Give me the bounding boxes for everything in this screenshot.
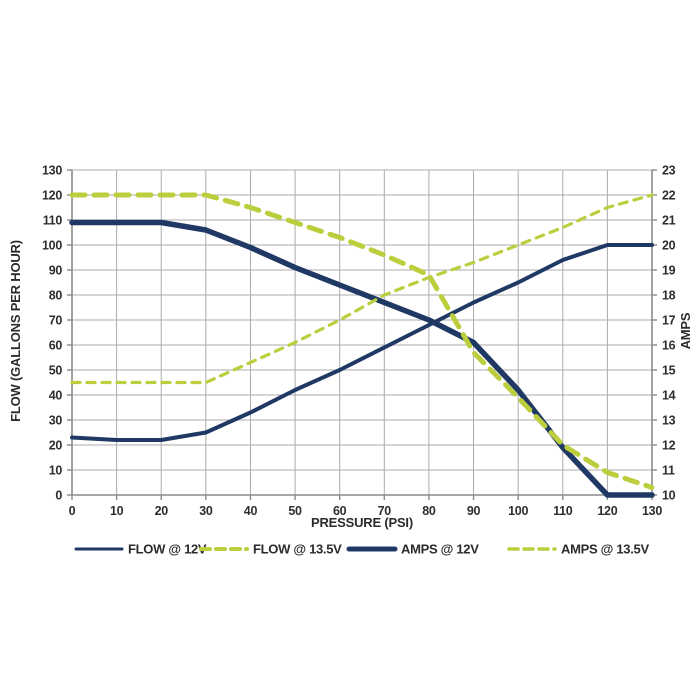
x-tick-label: 30 [199,504,213,518]
y-left-axis-title: FLOW (GALLONS PER HOUR) [8,240,23,422]
tick-labels: 0 10 20 30 40 50 60 70 80 90 100 110 120 130 0 10 20 30 40… [42,164,676,519]
series-line-amps-12v [70,243,654,442]
grid-lines [71,169,653,496]
y-left-tick-label: 40 [49,389,63,403]
y-right-tick-label: 21 [662,214,676,228]
y-right-tick-label: 14 [662,389,676,403]
x-tick-label: 20 [155,504,169,518]
y-right-tick-label: 17 [662,314,676,328]
x-tick-label: 10 [110,504,124,518]
chart-legend: FLOW @ 12V FLOW @ 13.5V AMPS @ 12V AMPS @ 1… [74,542,650,557]
series-line-flow-13.5v [69,192,655,490]
y-left-tick-label: 50 [49,364,63,378]
y-left-tick-label: 100 [42,239,62,253]
y-left-tick-label: 110 [43,214,63,228]
x-tick-label: 130 [642,504,662,518]
x-tick-label: 70 [378,504,392,518]
x-tick-label: 60 [333,504,347,518]
x-tick-label: 50 [288,504,302,518]
y-left-tick-label: 120 [42,189,62,203]
x-tick-label: 40 [244,504,258,518]
legend-label: FLOW @ 12V [128,542,207,557]
legend-item-flow-13.5v: FLOW @ 13.5V [199,542,342,557]
y-left-tick-label: 0 [55,489,62,503]
y-left-tick-label: 90 [49,264,63,278]
y-right-tick-label: 15 [662,364,676,378]
y-right-axis-title: AMPS [678,312,693,349]
x-tick-label: 0 [69,504,76,518]
y-right-tick-label: 18 [662,289,676,303]
y-left-tick-label: 30 [49,414,63,428]
legend-label: FLOW @ 13.5V [253,542,342,557]
y-right-tick-label: 10 [662,489,676,503]
legend-item-flow-12v: FLOW @ 12V [74,542,207,557]
y-right-tick-label: 22 [662,189,676,203]
legend-label: AMPS @ 13.5V [561,542,649,557]
y-left-tick-label: 10 [49,464,63,478]
legend-item-amps-12v: AMPS @ 12V [346,542,480,557]
x-tick-label: 120 [597,504,617,518]
y-right-tick-label: 20 [662,239,676,253]
y-right-tick-label: 19 [662,264,676,278]
y-left-tick-label: 130 [42,164,62,178]
y-right-tick-label: 12 [662,439,676,453]
x-axis-title: PRESSURE (PSI) [311,515,413,530]
y-left-tick-label: 70 [49,314,63,328]
y-left-tick-label: 60 [49,339,63,353]
x-tick-label: 90 [467,504,481,518]
x-tick-label: 110 [553,504,573,518]
y-right-tick-label: 23 [662,164,676,178]
legend-item-amps-13.5v: AMPS @ 13.5V [507,542,650,557]
x-tick-label: 80 [422,504,436,518]
y-right-tick-label: 11 [662,464,675,478]
y-right-tick-label: 16 [662,339,676,353]
legend-label: AMPS @ 12V [401,542,479,557]
x-tick-label: 100 [508,504,528,518]
series-line-amps-13.5v [70,193,654,385]
y-left-tick-label: 80 [49,289,63,303]
series-lines [69,192,655,498]
y-left-tick-label: 20 [49,439,63,453]
y-right-tick-label: 13 [662,414,676,428]
